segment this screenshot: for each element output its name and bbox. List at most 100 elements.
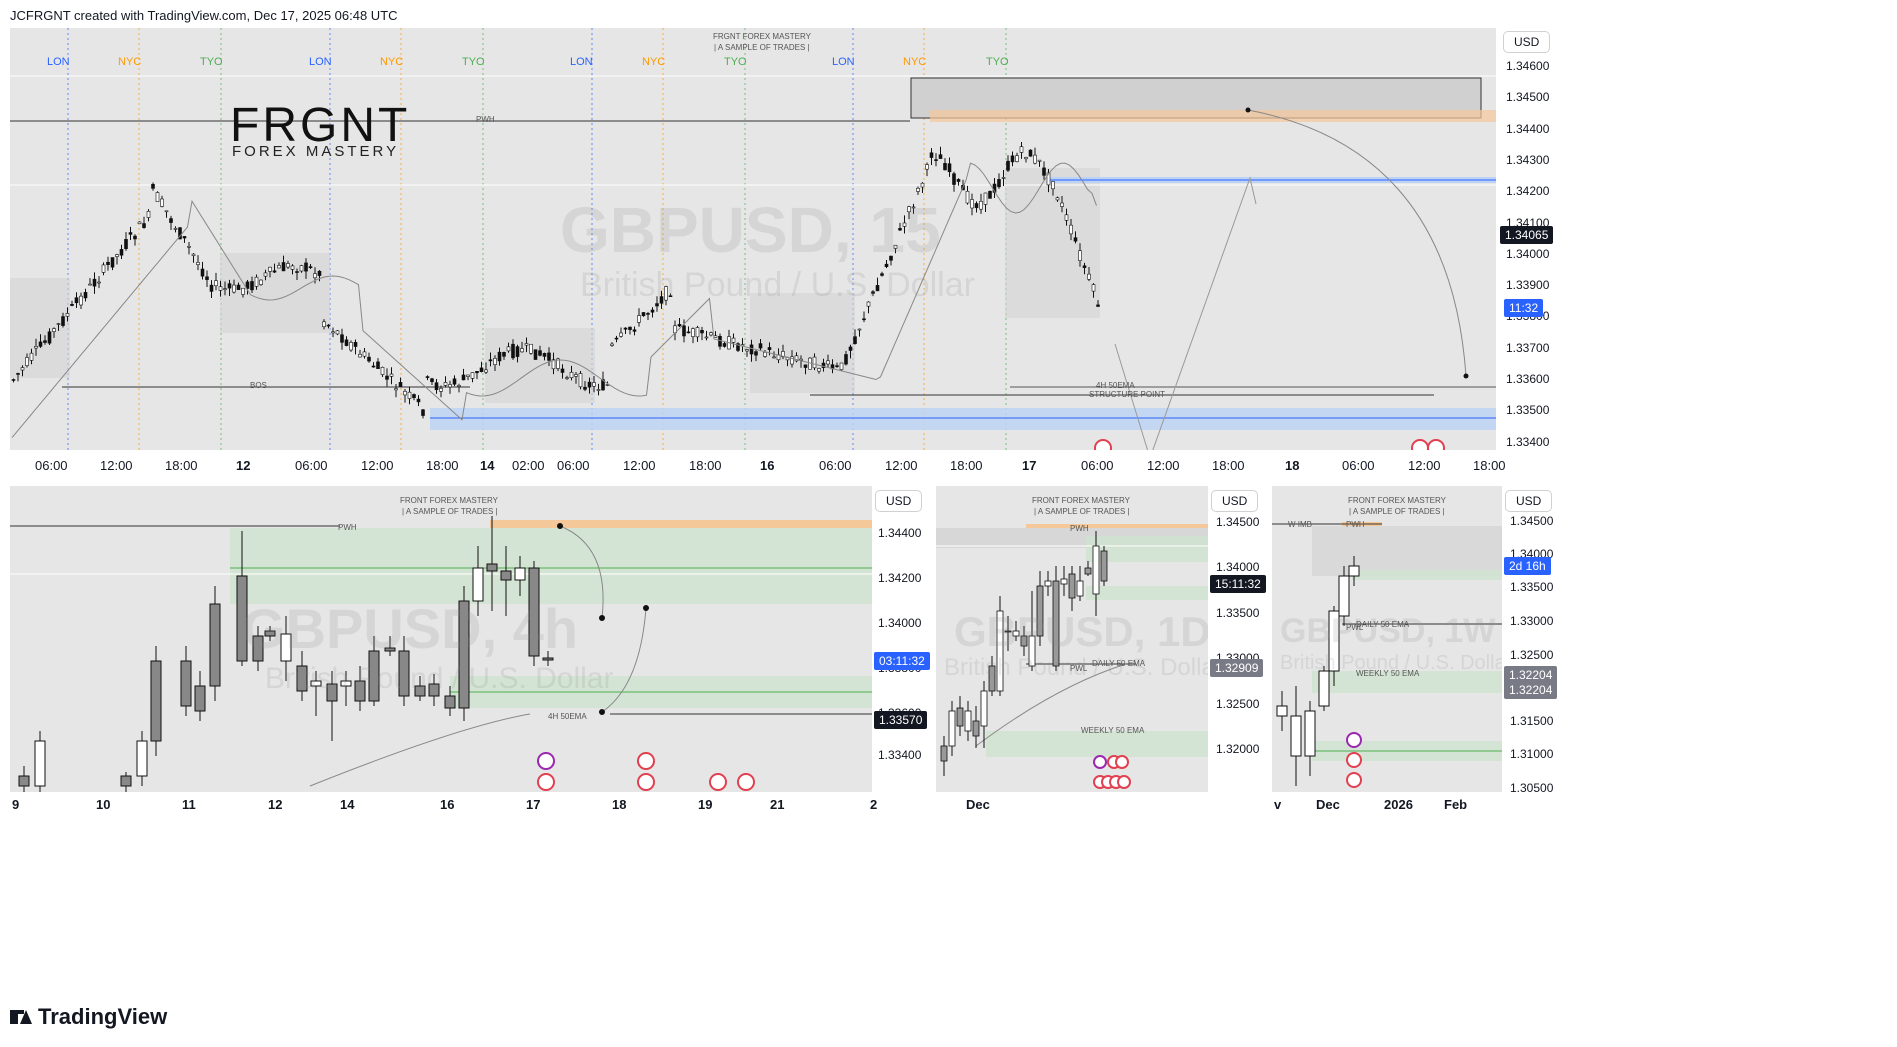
candle-body [398, 650, 410, 697]
candle-body [472, 567, 484, 602]
candle-body [574, 374, 578, 377]
candle-body [151, 183, 155, 189]
chart-4h-pane[interactable]: GBPUSD, 4h British Pound / U.S. Dollar F… [10, 486, 872, 792]
chart-4h-price-axis[interactable]: USD 1.344001.342001.340001.338001.336001… [872, 486, 932, 792]
candle-body [1010, 155, 1015, 163]
candle-body [421, 409, 425, 416]
chart-1w-time-axis[interactable]: v Dec 2026 Feb [1272, 792, 1562, 816]
candle-body [632, 329, 637, 332]
candle-body [583, 386, 587, 390]
main-time-label: 18:00 [426, 458, 459, 473]
chart-1w-price-axis[interactable]: USD 1.34500 1.34000 1.33500 1.33000 1.32500 1… [1502, 486, 1562, 795]
candle-body [331, 331, 335, 334]
chart-1w-pwl-label: PWL [1346, 623, 1364, 632]
candle-body [1036, 585, 1044, 637]
economic-event-icon [1093, 755, 1107, 769]
main-chart-canvas[interactable] [10, 28, 1496, 450]
chart-1d-top-note-2: | A SAMPLE OF TRADES | [1034, 507, 1130, 516]
chart-4h-watermark-symbol: GBPUSD, 4h [242, 597, 579, 660]
candle-body [74, 297, 79, 304]
chart-1w-weekly-ema-label: WEEKLY 50 EMA [1356, 669, 1420, 678]
candle-body [1276, 705, 1288, 717]
main-top-note-1: FRGNT FOREX MASTERY [713, 32, 811, 41]
candle-body [119, 249, 124, 256]
chart-1d-price-axis[interactable]: USD 1.34500 1.34000 1.33500 1.33000 1.32500 1… [1208, 486, 1268, 792]
chart-1w-canvas[interactable] [1272, 486, 1502, 792]
candle-body [515, 346, 520, 357]
chart-1w-time-label: Dec [1316, 797, 1340, 812]
candle-body [956, 707, 964, 727]
main-time-axis[interactable]: 06:00 12:00 18:00 12 06:00 12:00 18:00 14 02:00 0… [10, 450, 1562, 482]
candle-body [1052, 580, 1060, 667]
chart-1d-canvas[interactable] [936, 486, 1208, 792]
candle-body [416, 398, 421, 403]
candle-body [286, 263, 290, 268]
chart-4h-time-axis[interactable]: 9 10 11 12 14 16 17 18 19 21 2 [10, 792, 932, 816]
chart-1d-pane[interactable]: GBPUSD, 1D British Pound / U.S. Dollar F… [936, 486, 1208, 792]
candle-body [458, 600, 470, 709]
session-label-tyo: TYO [462, 56, 485, 68]
candle-body [1055, 197, 1060, 201]
chart-4h-currency-button[interactable]: USD [876, 491, 922, 511]
candle-body [88, 283, 92, 286]
chart-1d-time-axis[interactable]: Dec [936, 792, 1268, 816]
candle-body [1073, 237, 1078, 242]
candle-body [1015, 155, 1019, 162]
candle-body [281, 262, 286, 272]
candle-body [486, 563, 498, 572]
candle-body [988, 665, 996, 692]
main-time-label: 12:00 [1147, 458, 1180, 473]
ema-label: 4H 50EMA [1096, 381, 1135, 390]
candle-body [70, 304, 74, 306]
projection-point [599, 615, 605, 621]
candle-body [34, 740, 46, 787]
candle-body [101, 264, 106, 273]
candle-body [223, 288, 227, 290]
candle-body [280, 633, 292, 662]
candle-body [972, 720, 980, 737]
candle-body [335, 330, 340, 335]
brand-logo-subtitle: FOREX MASTERY [232, 143, 400, 160]
candle-body [1069, 224, 1073, 235]
candle-body [457, 385, 461, 387]
candle-body [1068, 573, 1076, 599]
chart-4h-canvas[interactable] [10, 486, 872, 792]
candle-body [848, 346, 853, 351]
candle-body [709, 332, 713, 336]
candle-body [659, 296, 664, 304]
chart-1w-currency-button[interactable]: USD [1506, 491, 1552, 511]
candle-body [664, 286, 668, 301]
candle-body [983, 192, 988, 205]
candle-body [133, 235, 137, 240]
chart-4h-time-label: 18 [612, 797, 627, 812]
candle-body [929, 152, 934, 158]
main-time-label: 12:00 [1408, 458, 1441, 473]
candle-body [713, 335, 718, 338]
main-chart-price-label: 1.34200 [1506, 184, 1550, 199]
chart-1d-price-label: 1.33500 [1216, 606, 1260, 620]
chart-1w-time-label: v [1274, 797, 1282, 812]
candle-body [871, 291, 875, 294]
main-time-label: 06:00 [1081, 458, 1114, 473]
candle-body [484, 369, 488, 373]
main-chart-pane[interactable]: GBPUSD, 15 British Pound / U.S. Dollar F… [10, 28, 1496, 450]
candle-body [106, 261, 110, 266]
demand-zone-box [1352, 570, 1502, 580]
candle-body [124, 239, 128, 250]
main-price-axis[interactable]: USD 1.34600 1.34500 1.34400 1.34300 1.34200 1… [1496, 28, 1562, 450]
candle-body [322, 321, 326, 328]
candle-body [245, 281, 250, 289]
candle-body [803, 364, 808, 368]
candle-body [911, 206, 916, 209]
chart-1d-currency-button[interactable]: USD [1212, 491, 1258, 511]
candle-body [1060, 578, 1068, 585]
chart-1w-pane[interactable]: GBPUSD, 1W British Pound / U.S. Dollar F… [1272, 486, 1502, 792]
candle-body [259, 279, 263, 285]
main-currency-button[interactable]: USD [1504, 32, 1550, 52]
candle-body [344, 339, 349, 346]
candle-body [1060, 202, 1064, 207]
chart-1d-price-label: 1.32500 [1216, 697, 1260, 711]
candle-body [326, 683, 338, 702]
economic-event-icon [737, 773, 755, 791]
candle-body [83, 292, 88, 299]
